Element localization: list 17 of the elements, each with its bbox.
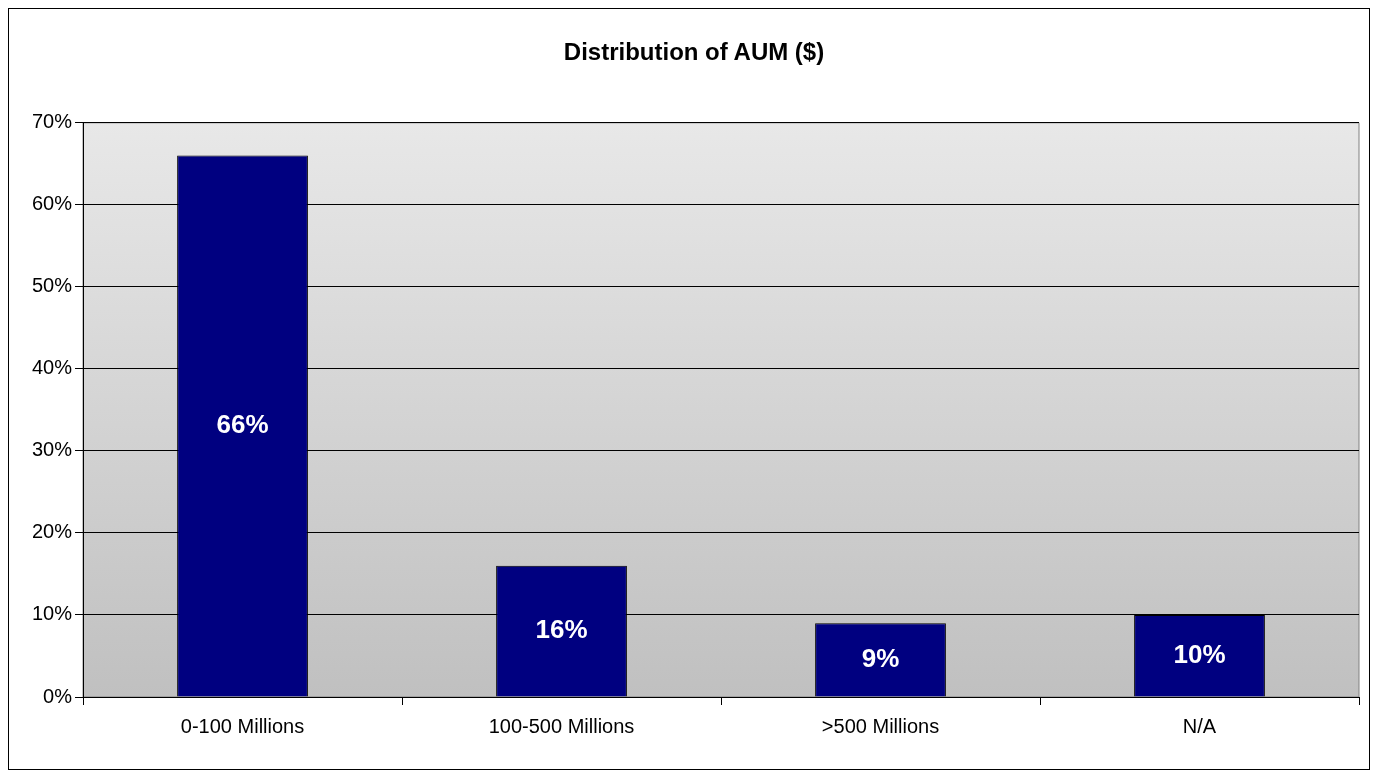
data-label: 16% — [535, 614, 588, 645]
data-label: 10% — [1173, 638, 1226, 669]
x-tick-label: 100-500 Millions — [488, 714, 635, 737]
x-tick-label: N/A — [1182, 714, 1217, 737]
y-tick-label: 70% — [32, 110, 73, 133]
y-tick-label: 30% — [32, 438, 73, 461]
x-tick-label: >500 Millions — [821, 714, 940, 737]
y-tick-label: 40% — [32, 356, 73, 379]
data-label: 66% — [216, 409, 269, 440]
x-tick-label: 0-100 Millions — [180, 714, 305, 737]
y-tick-label: 50% — [32, 274, 73, 297]
y-tick-label: 20% — [32, 520, 73, 543]
y-tick-label: 10% — [32, 602, 73, 625]
y-tick-label: 60% — [32, 192, 73, 215]
chart-title: Distribution of AUM ($) — [563, 38, 825, 66]
y-tick-label: 0% — [43, 684, 73, 707]
data-label: 9% — [861, 643, 900, 674]
